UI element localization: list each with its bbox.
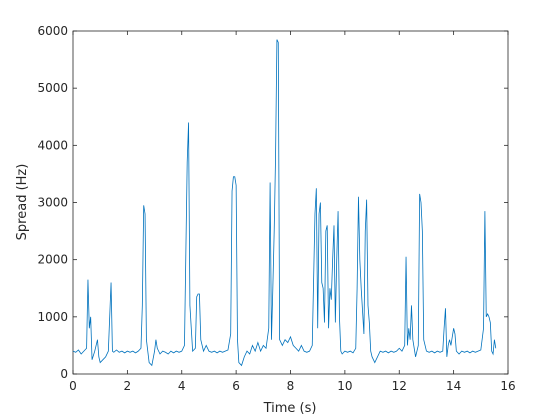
x-tick-label: 12	[392, 379, 407, 393]
y-tick-label: 4000	[37, 138, 68, 152]
y-tick-label: 2000	[37, 253, 68, 267]
x-tick-label: 16	[500, 379, 515, 393]
x-tick-label: 14	[446, 379, 461, 393]
y-tick-label: 0	[60, 367, 68, 381]
x-axis-label: Time (s)	[263, 401, 317, 416]
y-tick-label: 1000	[37, 310, 68, 324]
plot-area	[72, 30, 509, 375]
x-tick-label: 0	[69, 379, 77, 393]
x-tick-label: 2	[124, 379, 132, 393]
x-tick-label: 8	[287, 379, 295, 393]
y-tick-label: 3000	[37, 196, 68, 210]
data-line	[72, 39, 497, 367]
y-tick-label: 5000	[37, 81, 68, 95]
y-tick-label: 6000	[37, 24, 68, 38]
x-tick-label: 6	[232, 379, 240, 393]
y-axis-label: Spread (Hz)	[15, 164, 30, 241]
x-tick-label: 4	[178, 379, 186, 393]
x-tick-label: 10	[337, 379, 352, 393]
